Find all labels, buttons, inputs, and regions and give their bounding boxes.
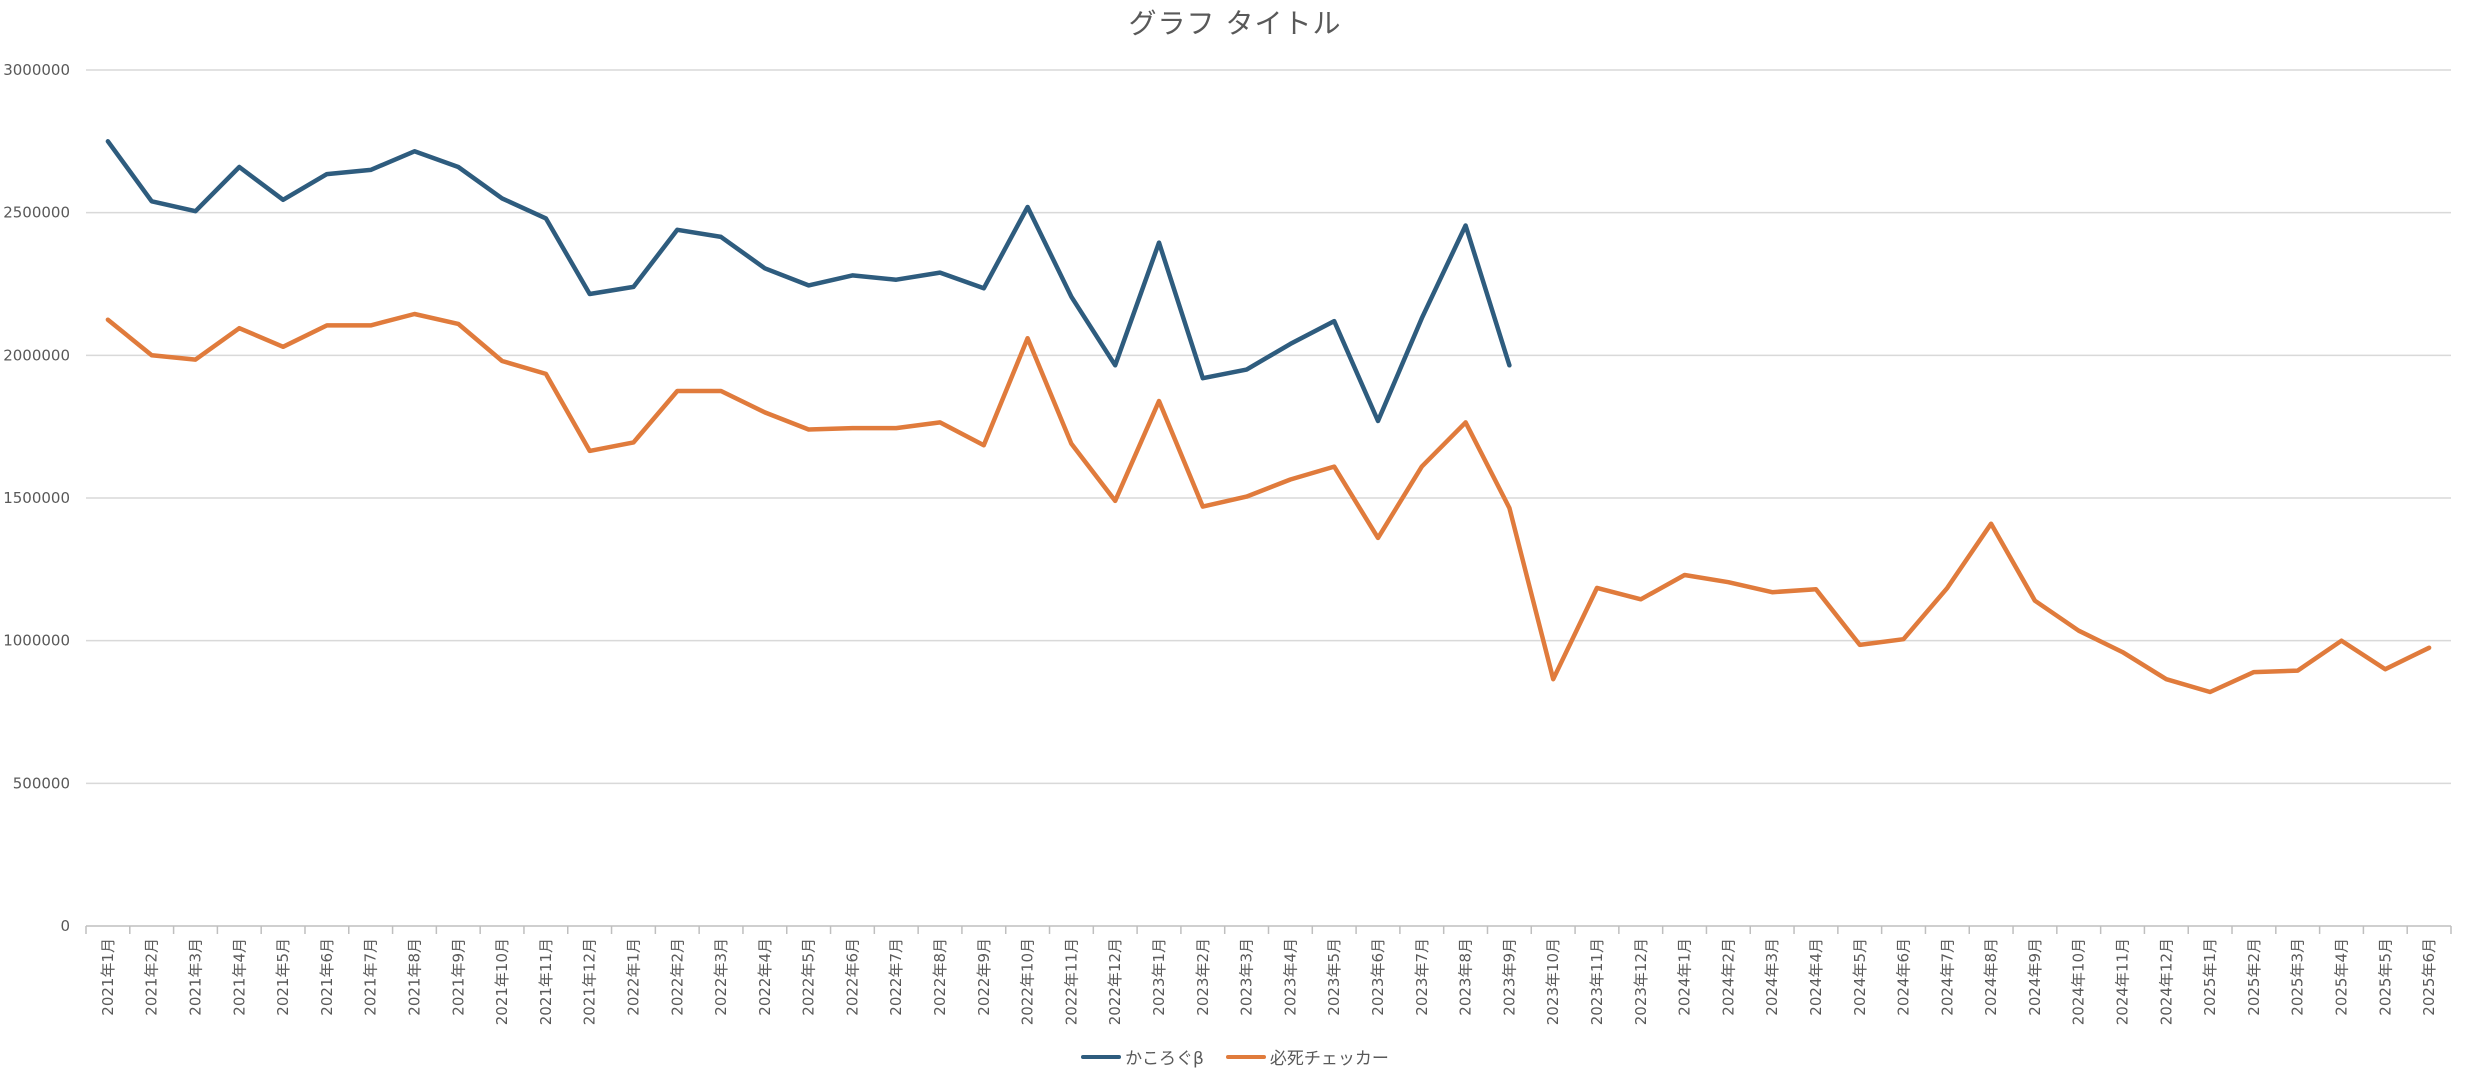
- x-tick-label: 2023年5月: [1325, 938, 1343, 1016]
- x-tick-label: 2022年10月: [1019, 938, 1037, 1025]
- x-tick-label: 2024年6月: [1895, 938, 1913, 1016]
- x-tick-label: 2022年3月: [712, 938, 730, 1016]
- x-tick-label: 2024年4月: [1807, 938, 1825, 1016]
- x-tick-label: 2022年12月: [1106, 938, 1124, 1025]
- x-tick-label: 2021年6月: [318, 938, 336, 1016]
- x-tick-label: 2023年11月: [1588, 938, 1606, 1025]
- x-tick-label: 2022年2月: [668, 938, 686, 1016]
- legend-label: 必死チェッカー: [1269, 1049, 1389, 1069]
- x-tick-label: 2023年7月: [1413, 938, 1431, 1016]
- legend-swatch: [1081, 1054, 1122, 1059]
- x-tick-label: 2021年3月: [186, 938, 204, 1016]
- chart-legend: かころぐβ 必死チェッカー: [0, 1044, 2470, 1069]
- x-tick-label: 2021年2月: [143, 938, 161, 1016]
- x-tick-label: 2024年1月: [1676, 938, 1694, 1016]
- x-tick-label: 2023年3月: [1238, 938, 1256, 1016]
- x-tick-label: 2024年7月: [1938, 938, 1956, 1016]
- x-tick-label: 2021年9月: [449, 938, 467, 1016]
- x-tick-label: 2025年1月: [2201, 938, 2219, 1016]
- x-tick-label: 2024年8月: [1982, 938, 2000, 1016]
- x-tick-label: 2023年2月: [1194, 938, 1212, 1016]
- x-tick-label: 2021年12月: [581, 938, 599, 1025]
- x-tick-label: 2022年1月: [624, 938, 642, 1016]
- legend-swatch: [1225, 1054, 1266, 1059]
- x-tick-label: 2021年1月: [99, 938, 117, 1016]
- x-tick-label: 2025年6月: [2420, 938, 2438, 1016]
- y-tick-label: 0: [60, 917, 70, 935]
- x-tick-label: 2025年2月: [2245, 938, 2263, 1016]
- x-tick-label: 2023年6月: [1369, 938, 1387, 1016]
- x-tick-label: 2021年11月: [537, 938, 555, 1025]
- x-tick-label: 2021年5月: [274, 938, 292, 1016]
- x-tick-label: 2024年10月: [2070, 938, 2088, 1025]
- x-tick-label: 2024年2月: [1719, 938, 1737, 1016]
- legend-label: かころぐβ: [1125, 1049, 1204, 1069]
- x-tick-label: 2023年8月: [1457, 938, 1475, 1016]
- x-tick-label: 2025年5月: [2376, 938, 2394, 1016]
- x-tick-label: 2021年4月: [230, 938, 248, 1016]
- y-tick-label: 2500000: [3, 204, 70, 222]
- legend-item: 必死チェッカー: [1225, 1044, 1389, 1069]
- chart-title: グラフ タイトル: [1128, 7, 1342, 40]
- x-tick-label: 2022年7月: [887, 938, 905, 1016]
- x-tick-label: 2022年5月: [800, 938, 818, 1016]
- y-tick-label: 500000: [13, 774, 70, 792]
- y-tick-label: 1500000: [3, 489, 70, 507]
- x-tick-label: 2024年9月: [2026, 938, 2044, 1016]
- x-tick-label: 2023年1月: [1150, 938, 1168, 1016]
- x-tick-label: 2023年10月: [1544, 938, 1562, 1025]
- y-tick-label: 2000000: [3, 346, 70, 364]
- x-tick-label: 2022年11月: [1062, 938, 1080, 1025]
- x-tick-label: 2022年8月: [931, 938, 949, 1016]
- y-tick-label: 3000000: [3, 61, 70, 79]
- x-tick-label: 2024年11月: [2114, 938, 2132, 1025]
- x-tick-label: 2022年6月: [843, 938, 861, 1016]
- series-line-2: [105, 311, 2432, 695]
- x-tick-label: 2025年3月: [2289, 938, 2307, 1016]
- y-tick-label: 1000000: [3, 632, 70, 650]
- x-tick-label: 2021年10月: [493, 938, 511, 1025]
- x-tick-label: 2024年3月: [1763, 938, 1781, 1016]
- x-tick-label: 2024年12月: [2157, 938, 2175, 1025]
- series-line-1: [105, 139, 1512, 424]
- x-tick-label: 2023年12月: [1632, 938, 1650, 1025]
- x-tick-label: 2023年9月: [1500, 938, 1518, 1016]
- x-tick-label: 2022年4月: [756, 938, 774, 1016]
- x-tick-label: 2021年8月: [405, 938, 423, 1016]
- x-tick-label: 2021年7月: [362, 938, 380, 1016]
- x-tick-label: 2024年5月: [1851, 938, 1869, 1016]
- x-tick-label: 2023年4月: [1281, 938, 1299, 1016]
- legend-item: かころぐβ: [1081, 1044, 1204, 1069]
- x-tick-label: 2022年9月: [975, 938, 993, 1016]
- x-tick-label: 2025年4月: [2333, 938, 2351, 1016]
